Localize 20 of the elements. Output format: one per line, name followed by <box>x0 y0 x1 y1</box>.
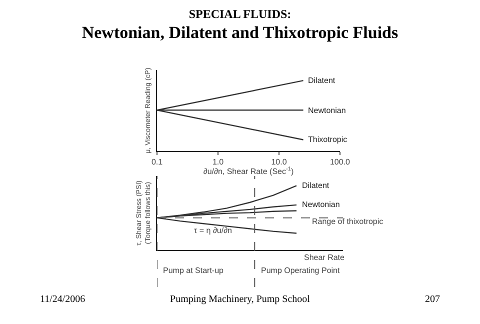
text: Pump Operating Point <box>261 266 340 275</box>
series-label: Newtonian <box>308 106 346 115</box>
series-label: Dilatent <box>302 181 330 190</box>
x-tick-label: 10.0 <box>271 158 288 167</box>
x-axis-title: ∂u/∂n, Shear Rate (Sec$^{-1}$) <box>203 166 294 176</box>
annotation: Range of thixotropic <box>312 217 384 226</box>
series-label: Newtonian <box>302 200 340 209</box>
series-label: Dilatent <box>308 76 336 85</box>
x-tick-label: 1.0 <box>212 158 224 167</box>
text: 207 <box>425 294 440 305</box>
annotation: τ = η ∂u/∂n <box>194 226 232 235</box>
x-axis-title: Shear Rate <box>304 253 346 262</box>
text: Pumping Machinery, Pump School <box>170 294 310 305</box>
series-label: Thixotropic <box>308 135 348 144</box>
chart-title: Newtonian, Dilatent and Thixotropic Fluids <box>80 23 400 42</box>
text: 11/24/2006 <box>40 294 86 305</box>
x-tick-label: 100.0 <box>330 158 351 167</box>
x-tick-label: 0.1 <box>151 158 164 167</box>
text: Pump at Start-up <box>163 266 224 275</box>
chart-subtitle: SPECIAL FLUIDS: <box>188 7 292 21</box>
